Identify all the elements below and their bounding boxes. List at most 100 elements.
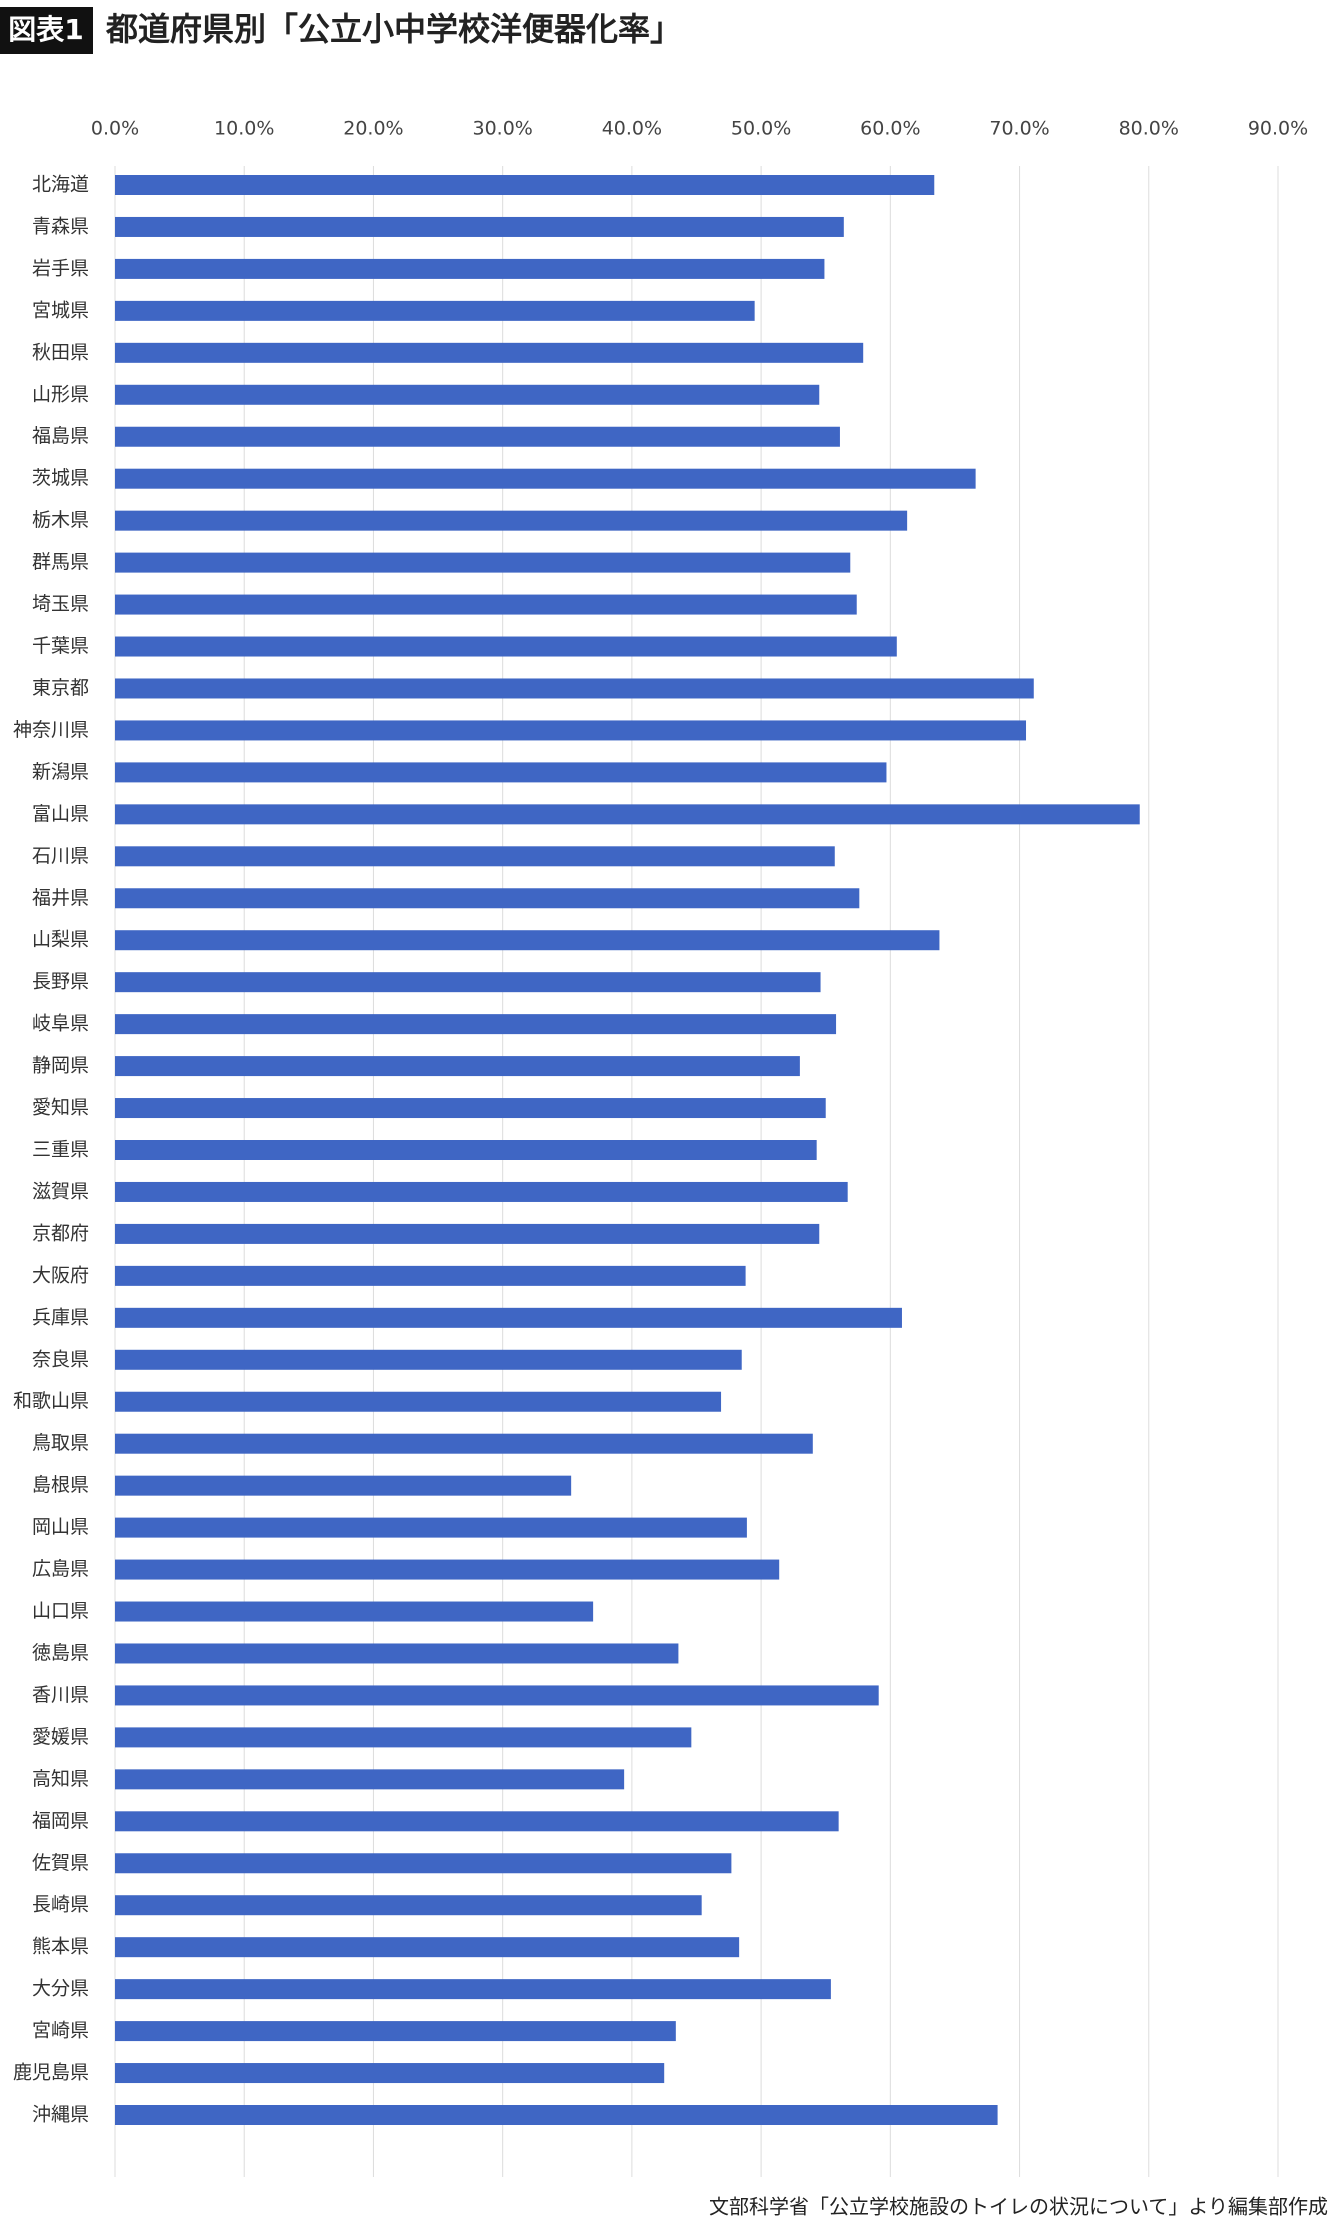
bar — [115, 594, 857, 615]
bar — [115, 384, 820, 405]
bar — [115, 1181, 848, 1202]
bar — [115, 1685, 879, 1706]
bar — [115, 258, 825, 279]
bar — [115, 888, 860, 909]
bar — [115, 1223, 820, 1244]
bar — [115, 1475, 572, 1496]
bar — [115, 1014, 837, 1035]
bar — [115, 804, 1140, 825]
bar — [115, 552, 851, 573]
y-tick-label: 山口県 — [32, 1600, 89, 1622]
y-tick-label: 福岡県 — [32, 1810, 89, 1832]
y-tick-label: 熊本県 — [32, 1936, 89, 1958]
y-tick-label: 東京都 — [32, 677, 89, 699]
bar — [115, 636, 897, 657]
bar — [115, 846, 835, 867]
bar — [115, 1643, 679, 1664]
bar — [115, 1937, 740, 1958]
y-tick-label: 島根県 — [32, 1474, 89, 1496]
bar — [115, 468, 976, 489]
bar — [115, 1056, 800, 1077]
y-tick-label: 千葉県 — [32, 635, 89, 657]
y-tick-label: 岡山県 — [32, 1516, 89, 1538]
y-tick-label: 北海道 — [32, 174, 89, 196]
y-tick-label: 岐阜県 — [32, 1013, 89, 1035]
x-tick-label: 10.0% — [214, 118, 274, 140]
y-tick-label: 宮崎県 — [32, 2020, 89, 2042]
y-tick-label: 香川県 — [32, 1684, 89, 1706]
y-tick-label: 徳島県 — [32, 1642, 89, 1664]
chart-title: 都道府県別「公立小中学校洋便器化率」 — [105, 10, 682, 48]
y-tick-label: 鳥取県 — [32, 1432, 89, 1454]
y-tick-label: 佐賀県 — [32, 1852, 89, 1874]
y-tick-label: 長野県 — [32, 971, 89, 993]
y-tick-label: 岩手県 — [32, 257, 89, 279]
y-tick-label: 新潟県 — [32, 761, 89, 783]
x-tick-label: 50.0% — [731, 118, 791, 140]
y-tick-label: 滋賀県 — [32, 1180, 89, 1202]
x-tick-label: 40.0% — [602, 118, 662, 140]
y-tick-label: 高知県 — [32, 1768, 89, 1790]
y-tick-label: 沖縄県 — [32, 2104, 89, 2126]
y-tick-label: 大阪府 — [32, 1264, 89, 1286]
y-tick-label: 神奈川県 — [13, 719, 89, 741]
bar — [115, 300, 755, 321]
bar — [115, 216, 844, 237]
y-tick-label: 広島県 — [32, 1558, 89, 1580]
y-tick-label: 長崎県 — [32, 1894, 89, 1916]
bar — [115, 426, 840, 447]
y-tick-label: 三重県 — [32, 1139, 89, 1161]
bar — [115, 342, 864, 363]
bar — [115, 510, 908, 531]
bar — [115, 678, 1034, 699]
bar — [115, 1769, 625, 1790]
bar — [115, 1098, 826, 1119]
y-tick-label: 富山県 — [32, 803, 89, 825]
y-tick-label: 愛知県 — [32, 1097, 89, 1119]
bar — [115, 1979, 831, 2000]
label-badge — [0, 7, 93, 54]
bar — [115, 972, 821, 993]
y-tick-label: 奈良県 — [32, 1348, 89, 1370]
bar — [115, 1853, 732, 1874]
y-tick-label: 静岡県 — [32, 1055, 89, 1077]
y-tick-label: 鹿児島県 — [13, 2062, 89, 2084]
y-tick-label: 宮城県 — [32, 299, 89, 321]
bar — [115, 175, 935, 195]
x-tick-label: 20.0% — [343, 118, 403, 140]
x-tick-label: 0.0% — [91, 118, 139, 140]
x-tick-label: 60.0% — [860, 118, 920, 140]
y-tick-label: 石川県 — [32, 845, 89, 867]
y-tick-label: 和歌山県 — [13, 1390, 89, 1412]
bar — [115, 1517, 747, 1538]
bar — [115, 1433, 813, 1454]
bar — [115, 1559, 780, 1580]
bar — [115, 1811, 839, 1832]
bar — [115, 720, 1027, 741]
y-tick-label: 秋田県 — [32, 341, 89, 363]
bar — [115, 1727, 692, 1748]
y-tick-label: 福島県 — [32, 425, 89, 447]
y-tick-label: 愛媛県 — [32, 1726, 89, 1748]
bar — [115, 1307, 902, 1328]
bar — [115, 1349, 742, 1370]
bar — [115, 1140, 817, 1160]
x-tick-label: 90.0% — [1248, 118, 1308, 140]
y-tick-label: 栃木県 — [32, 509, 89, 531]
bar — [115, 1895, 702, 1916]
bar — [115, 2021, 676, 2042]
bar — [115, 2063, 665, 2084]
y-tick-label: 埼玉県 — [32, 593, 89, 615]
bar — [115, 2105, 998, 2125]
bar — [115, 762, 887, 783]
bar — [115, 1391, 722, 1412]
bar — [115, 930, 940, 951]
y-tick-label: 福井県 — [32, 887, 89, 909]
y-tick-label: 大分県 — [32, 1978, 89, 2000]
figure-label: 図表1 — [8, 13, 83, 46]
y-tick-label: 山形県 — [32, 383, 89, 405]
y-tick-label: 茨城県 — [32, 467, 89, 489]
source-note: 文部科学省「公立学校施設のトイレの状況について」より編集部作成 — [709, 2195, 1328, 2219]
y-tick-label: 京都府 — [32, 1222, 89, 1244]
y-tick-label: 群馬県 — [32, 551, 89, 573]
